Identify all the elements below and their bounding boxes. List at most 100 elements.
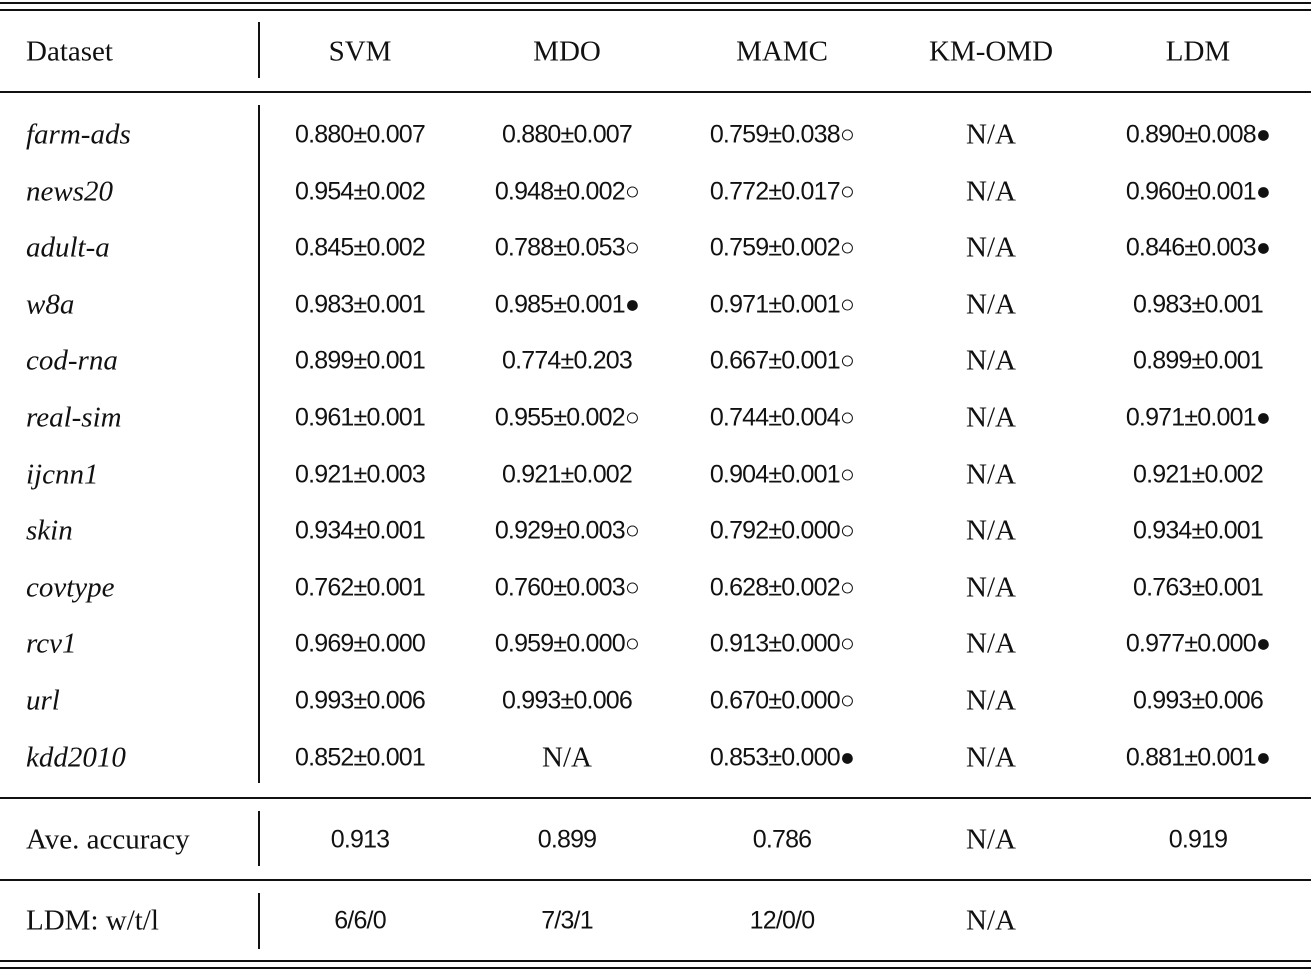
result-cell: 0.993±0.006 bbox=[294, 686, 426, 715]
result-cell: 0.881±0.001● bbox=[1125, 743, 1271, 772]
result-cell: N/A bbox=[966, 684, 1016, 717]
summary-cell: 7/3/1 bbox=[541, 906, 593, 935]
section-rule bbox=[0, 797, 1311, 799]
result-cell: 0.993±0.006 bbox=[1132, 686, 1264, 715]
result-cell: 0.774±0.203 bbox=[501, 346, 633, 375]
result-cell: 0.921±0.002 bbox=[501, 460, 633, 489]
result-cell: N/A bbox=[966, 401, 1016, 434]
result-cell: 0.960±0.001● bbox=[1125, 177, 1271, 206]
column-divider bbox=[258, 811, 260, 866]
column-divider bbox=[258, 22, 260, 78]
summary-label: LDM: w/t/l bbox=[26, 904, 159, 937]
summary-label: Ave. accuracy bbox=[26, 823, 190, 856]
result-cell: N/A bbox=[966, 118, 1016, 151]
result-cell: 0.934±0.001 bbox=[1132, 516, 1264, 545]
result-cell: 0.971±0.001○ bbox=[709, 290, 855, 319]
result-cell: 0.852±0.001 bbox=[294, 743, 426, 772]
header-cell: LDM bbox=[1165, 35, 1231, 68]
result-cell: 0.628±0.002○ bbox=[709, 573, 855, 602]
dataset-name: skin bbox=[26, 514, 73, 547]
dataset-name: news20 bbox=[26, 175, 113, 208]
result-cell: 0.772±0.017○ bbox=[709, 177, 855, 206]
dataset-name: w8a bbox=[26, 288, 75, 321]
result-cell: N/A bbox=[542, 741, 592, 774]
header-cell: Dataset bbox=[26, 35, 113, 68]
result-cell: 0.759±0.002○ bbox=[709, 233, 855, 262]
summary-cell: 0.913 bbox=[330, 825, 390, 854]
result-cell: 0.954±0.002 bbox=[294, 177, 426, 206]
dataset-name: ijcnn1 bbox=[26, 458, 99, 491]
dataset-name: adult-a bbox=[26, 231, 110, 264]
dataset-name: url bbox=[26, 684, 60, 717]
result-cell: 0.759±0.038○ bbox=[709, 120, 855, 149]
header-cell: KM-OMD bbox=[928, 35, 1054, 68]
header-cell: MDO bbox=[533, 35, 601, 68]
dataset-name: cod-rna bbox=[26, 344, 118, 377]
section-rule bbox=[0, 879, 1311, 881]
result-cell: N/A bbox=[966, 344, 1016, 377]
bottom-rule bbox=[0, 967, 1311, 969]
result-cell: 0.929±0.003○ bbox=[494, 516, 640, 545]
result-cell: 0.959±0.000○ bbox=[494, 629, 640, 658]
dataset-name: rcv1 bbox=[26, 627, 77, 660]
result-cell: 0.993±0.006 bbox=[501, 686, 633, 715]
result-cell: N/A bbox=[966, 627, 1016, 660]
result-cell: 0.853±0.000● bbox=[709, 743, 855, 772]
summary-cell: 0.786 bbox=[752, 825, 812, 854]
result-cell: N/A bbox=[966, 175, 1016, 208]
column-divider bbox=[258, 893, 260, 949]
result-cell: 0.977±0.000● bbox=[1125, 629, 1271, 658]
result-cell: 0.744±0.004○ bbox=[709, 403, 855, 432]
dataset-name: farm-ads bbox=[26, 118, 131, 151]
summary-cell: N/A bbox=[966, 823, 1016, 856]
result-cell: 0.961±0.001 bbox=[294, 403, 426, 432]
column-divider bbox=[258, 105, 260, 783]
summary-cell: 0.919 bbox=[1168, 825, 1228, 854]
result-cell: 0.846±0.003● bbox=[1125, 233, 1271, 262]
summary-cell: N/A bbox=[966, 904, 1016, 937]
result-cell: 0.904±0.001○ bbox=[709, 460, 855, 489]
dataset-name: real-sim bbox=[26, 401, 122, 434]
result-cell: N/A bbox=[966, 514, 1016, 547]
top-rule bbox=[0, 2, 1311, 4]
result-cell: 0.845±0.002 bbox=[294, 233, 426, 262]
result-cell: 0.760±0.003○ bbox=[494, 573, 640, 602]
result-cell: 0.971±0.001● bbox=[1125, 403, 1271, 432]
result-cell: 0.955±0.002○ bbox=[494, 403, 640, 432]
result-cell: 0.880±0.007 bbox=[501, 120, 633, 149]
result-cell: N/A bbox=[966, 458, 1016, 491]
header-rule bbox=[0, 91, 1311, 93]
result-cell: 0.913±0.000○ bbox=[709, 629, 855, 658]
result-cell: 0.921±0.002 bbox=[1132, 460, 1264, 489]
result-cell: 0.921±0.003 bbox=[294, 460, 426, 489]
result-cell: 0.934±0.001 bbox=[294, 516, 426, 545]
summary-cell: 12/0/0 bbox=[749, 906, 816, 935]
result-cell: 0.969±0.000 bbox=[294, 629, 426, 658]
dataset-name: kdd2010 bbox=[26, 741, 126, 774]
header-cell: SVM bbox=[328, 35, 392, 68]
result-cell: 0.983±0.001 bbox=[294, 290, 426, 319]
result-cell: N/A bbox=[966, 741, 1016, 774]
header-cell: MAMC bbox=[736, 35, 828, 68]
summary-cell: 0.899 bbox=[537, 825, 597, 854]
result-cell: N/A bbox=[966, 288, 1016, 321]
summary-cell: 6/6/0 bbox=[334, 906, 386, 935]
top-rule bbox=[0, 9, 1311, 11]
result-cell: 0.792±0.000○ bbox=[709, 516, 855, 545]
result-cell: 0.948±0.002○ bbox=[494, 177, 640, 206]
result-cell: 0.899±0.001 bbox=[294, 346, 426, 375]
result-cell: 0.763±0.001 bbox=[1132, 573, 1264, 602]
result-cell: 0.880±0.007 bbox=[294, 120, 426, 149]
dataset-name: covtype bbox=[26, 571, 115, 604]
result-cell: N/A bbox=[966, 571, 1016, 604]
result-cell: 0.762±0.001 bbox=[294, 573, 426, 602]
bottom-rule bbox=[0, 960, 1311, 962]
result-cell: 0.983±0.001 bbox=[1132, 290, 1264, 319]
result-cell: 0.667±0.001○ bbox=[709, 346, 855, 375]
result-cell: 0.985±0.001● bbox=[494, 290, 640, 319]
result-cell: N/A bbox=[966, 231, 1016, 264]
result-cell: 0.899±0.001 bbox=[1132, 346, 1264, 375]
result-cell: 0.788±0.053○ bbox=[494, 233, 640, 262]
result-cell: 0.890±0.008● bbox=[1125, 120, 1271, 149]
